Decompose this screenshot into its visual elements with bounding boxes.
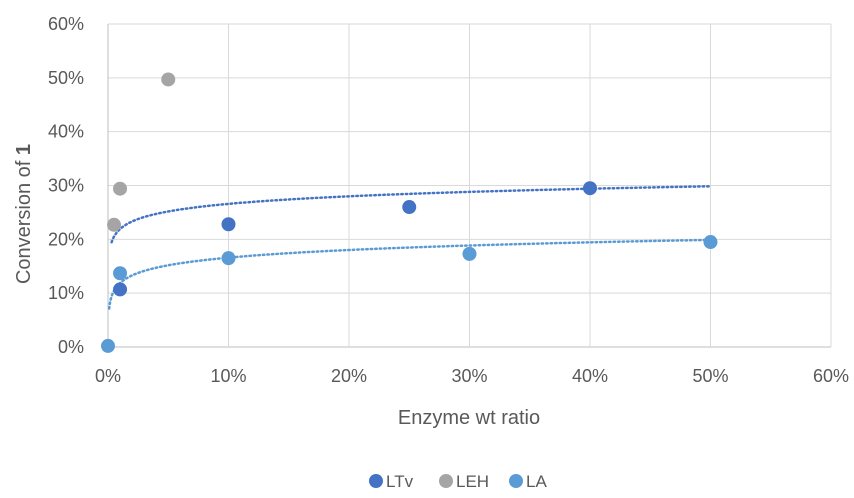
- legend-label-la: LA: [526, 472, 547, 491]
- x-tick-label: 60%: [813, 366, 849, 386]
- y-axis-title-text: Conversion of: [13, 155, 35, 284]
- trendline-la: [107, 238, 712, 310]
- gridlines: [107, 23, 832, 348]
- y-axis-title-bold: 1: [13, 144, 35, 155]
- data-point-la: [221, 251, 236, 266]
- x-axis-title: Enzyme wt ratio: [398, 407, 540, 429]
- data-point-leh: [107, 217, 122, 232]
- legend-label-leh: LEH: [456, 472, 489, 491]
- y-tick-label: 50%: [48, 68, 84, 88]
- data-points: [101, 72, 718, 353]
- trendlines: [107, 185, 712, 310]
- x-tick-label: 10%: [210, 366, 246, 386]
- data-point-leh: [113, 181, 128, 196]
- y-tick-label: 20%: [48, 229, 84, 249]
- data-point-la: [101, 338, 115, 353]
- legend-marker-la: [509, 474, 523, 488]
- x-tick-label: 20%: [331, 366, 367, 386]
- data-point-ltv: [113, 282, 128, 297]
- data-point-la: [462, 246, 477, 261]
- data-point-ltv: [221, 217, 236, 232]
- y-tick-label: 40%: [48, 122, 84, 142]
- y-tick-label: 0%: [58, 337, 84, 357]
- x-tick-label: 40%: [572, 366, 608, 386]
- y-tick-label: 10%: [48, 283, 84, 303]
- data-point-la: [113, 266, 128, 281]
- x-tick-label: 50%: [692, 366, 728, 386]
- data-point-leh: [161, 72, 176, 87]
- legend-marker-ltv: [369, 474, 383, 488]
- data-point-ltv: [402, 200, 417, 215]
- y-axis-title: Conversion of 1: [13, 144, 35, 284]
- legend: LTv LEH LA: [369, 472, 547, 491]
- x-tick-label: 0%: [95, 366, 121, 386]
- legend-marker-leh: [439, 474, 453, 488]
- x-tick-label: 30%: [451, 366, 487, 386]
- y-tick-label: 60%: [48, 14, 84, 34]
- data-point-ltv: [583, 181, 597, 196]
- legend-label-ltv: LTv: [386, 472, 414, 491]
- trendline-ltv: [110, 185, 712, 244]
- y-tick-label: 30%: [48, 176, 84, 196]
- tick-labels: 0% 10% 20% 30% 40% 50% 60% 0% 10% 20% 30% 40% 50% 60%: [48, 14, 849, 386]
- data-point-la: [703, 235, 718, 250]
